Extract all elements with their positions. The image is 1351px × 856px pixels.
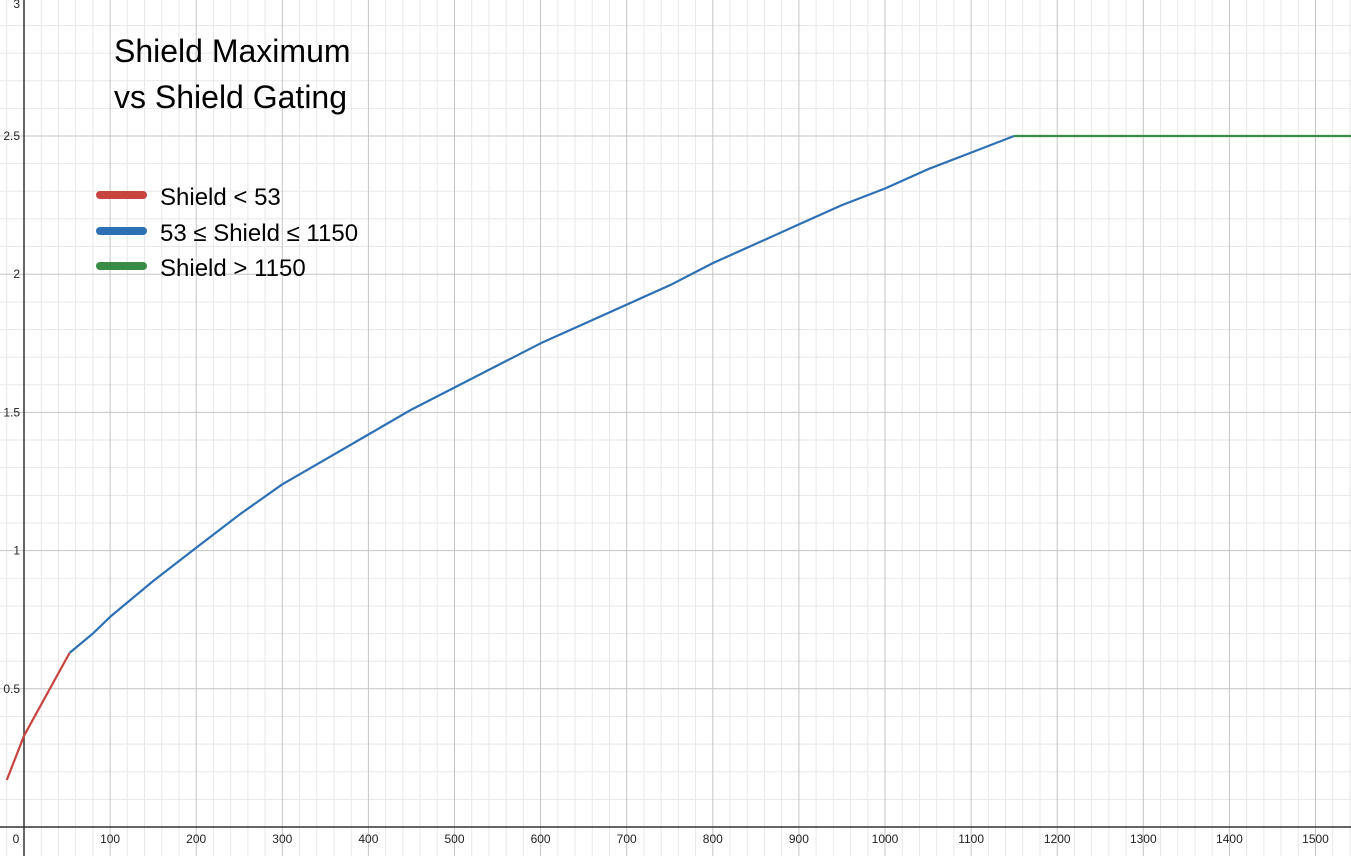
y-tick-label: 1 xyxy=(13,544,20,558)
x-tick-label: 800 xyxy=(703,832,723,846)
y-tick-label: 1.5 xyxy=(3,405,20,419)
series-line-0 xyxy=(5,652,71,781)
chart-title: Shield Maximum vs Shield Gating xyxy=(114,33,351,115)
legend-label-red: Shield < 53 xyxy=(160,184,281,211)
x-tick-label: 600 xyxy=(531,832,551,846)
x-tick-label: 500 xyxy=(444,832,464,846)
x-tick-label: 1000 xyxy=(872,832,899,846)
series-line-1 xyxy=(68,134,1015,654)
y-tick-label: 2.5 xyxy=(3,129,20,143)
x-tick-label: 0 xyxy=(13,832,20,846)
x-tick-label: 1200 xyxy=(1044,832,1071,846)
x-tick-label: 400 xyxy=(358,832,378,846)
chart-title-line-2: vs Shield Gating xyxy=(114,79,347,115)
x-tick-label: 1300 xyxy=(1130,832,1157,846)
x-tick-label: 1100 xyxy=(958,832,984,846)
legend: Shield < 53 53 ≤ Shield ≤ 1150 Shield > … xyxy=(96,184,358,282)
x-tick-label: 1400 xyxy=(1216,832,1243,846)
x-tick-label: 100 xyxy=(100,832,120,846)
y-tick-label: 0.5 xyxy=(3,682,20,696)
x-tick-label: 900 xyxy=(789,832,809,846)
legend-label-green: Shield > 1150 xyxy=(160,255,306,282)
x-tick-label: 700 xyxy=(617,832,637,846)
x-tick-label: 1500 xyxy=(1302,832,1329,846)
x-tick-label: 200 xyxy=(186,832,206,846)
legend-label-blue: 53 ≤ Shield ≤ 1150 xyxy=(160,220,358,247)
series-layer xyxy=(5,134,1351,781)
chart-title-line-1: Shield Maximum xyxy=(114,33,351,69)
y-tick-label: 2 xyxy=(13,267,20,281)
tick-labels: 0 100 200 300 400 500 600 700 800 900 1000 1100 1200… xyxy=(3,0,1329,846)
y-tick-label: 3 xyxy=(13,0,20,11)
x-tick-label: 300 xyxy=(272,832,292,846)
